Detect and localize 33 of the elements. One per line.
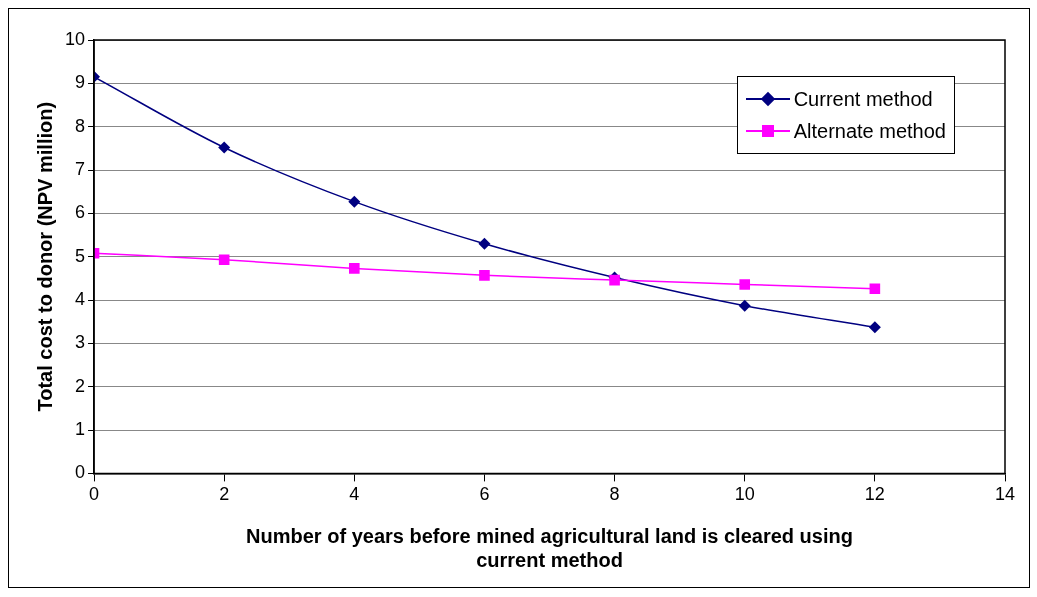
x-tick-label: 0 [89, 484, 100, 505]
x-tick-label: 8 [609, 484, 620, 505]
point [739, 279, 751, 290]
y-tick-label: 9 [75, 72, 86, 93]
point [348, 195, 361, 208]
point [218, 254, 230, 266]
y-tick-label: 5 [75, 245, 86, 266]
point [869, 283, 881, 295]
x-axis-title: Number of years before mined agricultural land is cleared using current method [246, 524, 853, 571]
point [738, 299, 751, 312]
point [349, 263, 360, 274]
y-tick-label: 2 [75, 375, 86, 396]
x-tick-label: 14 [994, 484, 1016, 505]
y-axis-title: Total cost to donor (NPV million) [33, 101, 56, 412]
point [478, 237, 491, 250]
y-tick-label: 0 [75, 462, 86, 483]
x-tick-label: 6 [479, 484, 490, 505]
x-tick-label: 10 [734, 484, 755, 505]
legend-label: Current method [793, 87, 933, 111]
y-tick-label: 1 [75, 419, 86, 440]
x-tick-label: 4 [349, 484, 360, 505]
x-tick-label: 12 [864, 484, 885, 505]
y-tick-label: 8 [75, 115, 86, 136]
y-tick-label: 4 [75, 289, 86, 310]
point [479, 270, 490, 281]
x-tick-label: 2 [219, 484, 230, 505]
point [218, 141, 231, 154]
point [868, 321, 881, 334]
y-tick-label: 7 [75, 158, 86, 179]
legend-label: Alternate method [793, 119, 946, 143]
y-tick-label: 3 [75, 332, 86, 353]
y-tick-label: 10 [64, 28, 86, 49]
y-tick-label: 6 [75, 202, 86, 223]
